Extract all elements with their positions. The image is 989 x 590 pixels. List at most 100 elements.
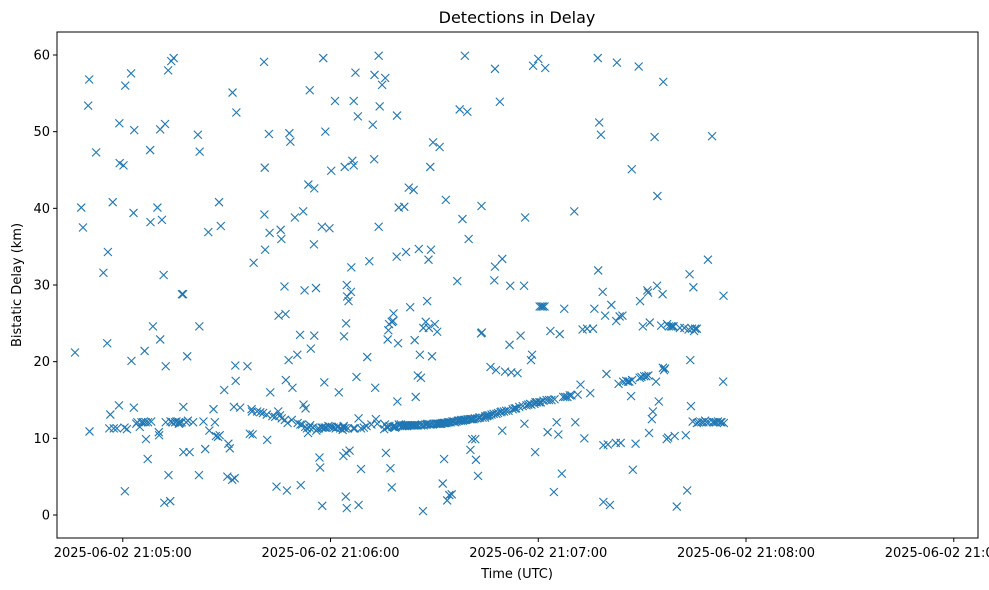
data-point bbox=[387, 483, 397, 492]
data-point bbox=[160, 119, 170, 129]
chart-title: Detections in Delay bbox=[439, 8, 596, 27]
data-point bbox=[248, 430, 258, 439]
data-point bbox=[707, 131, 717, 141]
data-point bbox=[658, 289, 667, 299]
data-point bbox=[315, 453, 324, 462]
data-point bbox=[550, 394, 559, 404]
data-point bbox=[78, 223, 88, 232]
data-point bbox=[183, 416, 193, 426]
data-point bbox=[648, 407, 658, 416]
data-point bbox=[298, 207, 308, 216]
data-point bbox=[153, 203, 162, 212]
data-point bbox=[182, 351, 192, 361]
x-axis-label: Time (UTC) bbox=[480, 567, 553, 582]
data-point bbox=[401, 247, 411, 257]
data-point bbox=[374, 51, 384, 61]
data-point bbox=[164, 470, 173, 480]
data-point bbox=[540, 63, 550, 73]
data-point bbox=[565, 391, 575, 400]
data-point bbox=[70, 348, 80, 357]
data-point bbox=[282, 486, 292, 495]
data-point bbox=[690, 324, 700, 334]
data-point bbox=[460, 51, 470, 61]
data-point bbox=[301, 404, 310, 413]
data-point bbox=[247, 404, 256, 414]
marker-layer bbox=[70, 51, 729, 516]
data-point bbox=[326, 166, 336, 176]
data-point bbox=[540, 302, 549, 311]
data-point bbox=[389, 308, 398, 318]
data-point bbox=[230, 473, 240, 483]
data-point bbox=[309, 184, 319, 193]
data-point bbox=[222, 472, 232, 482]
data-point bbox=[466, 445, 475, 455]
data-point bbox=[692, 324, 702, 334]
data-point bbox=[127, 356, 136, 366]
x-tick-label: 2025-06-02 21:06:00 bbox=[261, 546, 399, 561]
data-point bbox=[350, 423, 360, 433]
data-point bbox=[528, 61, 538, 71]
x-axis: 2025-06-02 21:05:00 2025-06-02 21:06:00 20… bbox=[54, 538, 989, 561]
data-point bbox=[249, 258, 259, 268]
data-point bbox=[356, 464, 366, 474]
data-point bbox=[351, 68, 360, 78]
y-tick-label: 30 bbox=[33, 279, 50, 294]
data-point bbox=[442, 496, 452, 505]
data-point bbox=[231, 108, 241, 117]
data-point bbox=[576, 380, 585, 390]
data-point bbox=[264, 129, 274, 139]
data-point bbox=[210, 417, 220, 427]
data-point bbox=[467, 434, 477, 444]
data-point bbox=[533, 54, 543, 64]
data-point bbox=[283, 418, 292, 428]
data-point bbox=[557, 469, 567, 478]
data-point bbox=[137, 417, 146, 427]
data-point bbox=[585, 388, 595, 398]
data-point bbox=[209, 404, 218, 414]
data-point bbox=[559, 304, 569, 314]
data-point bbox=[386, 463, 395, 473]
data-point bbox=[341, 492, 351, 501]
data-point bbox=[627, 375, 637, 385]
data-point bbox=[605, 500, 615, 510]
data-point bbox=[658, 77, 668, 87]
data-point bbox=[362, 352, 372, 362]
data-point bbox=[154, 430, 164, 440]
data-point bbox=[112, 423, 122, 433]
data-point bbox=[520, 213, 530, 222]
data-point bbox=[618, 311, 627, 321]
data-point bbox=[228, 88, 237, 97]
data-point bbox=[262, 410, 272, 419]
data-point bbox=[594, 118, 604, 127]
data-point bbox=[600, 311, 610, 321]
data-point bbox=[439, 454, 449, 464]
data-point bbox=[411, 392, 421, 402]
data-point bbox=[573, 390, 583, 400]
data-point bbox=[359, 423, 369, 432]
data-point bbox=[532, 397, 542, 407]
data-point bbox=[718, 377, 728, 386]
data-point bbox=[215, 430, 225, 440]
data-point bbox=[245, 429, 255, 439]
data-point bbox=[267, 411, 277, 421]
data-point bbox=[318, 53, 328, 63]
data-point bbox=[392, 252, 402, 262]
data-point bbox=[231, 376, 241, 386]
data-point bbox=[381, 448, 391, 458]
data-point bbox=[317, 222, 327, 232]
data-point bbox=[230, 361, 240, 370]
data-point bbox=[477, 328, 487, 337]
data-point bbox=[514, 402, 524, 412]
data-point bbox=[702, 417, 711, 427]
data-point bbox=[650, 132, 659, 142]
data-point bbox=[194, 322, 204, 331]
data-point bbox=[526, 400, 536, 409]
data-point bbox=[598, 287, 608, 297]
data-point bbox=[505, 340, 514, 350]
data-point bbox=[547, 395, 556, 405]
data-point bbox=[593, 53, 603, 63]
data-point bbox=[643, 288, 653, 298]
data-point bbox=[635, 296, 645, 306]
data-point bbox=[185, 447, 194, 457]
data-point bbox=[109, 423, 119, 433]
